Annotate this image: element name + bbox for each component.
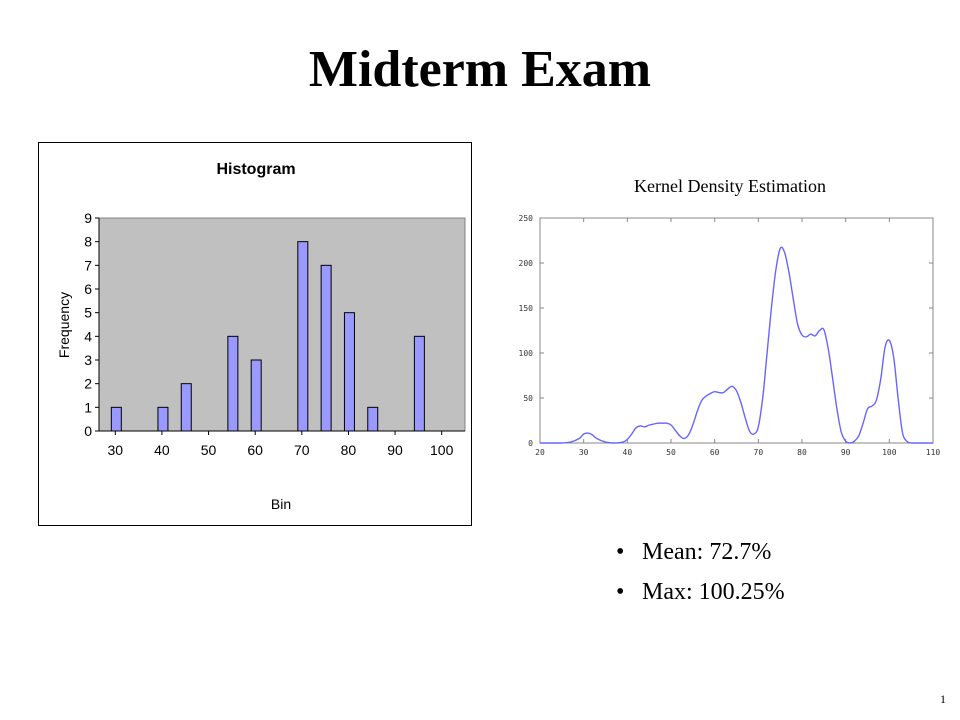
bullet-icon: • (616, 579, 625, 605)
histogram-x-label: Bin (271, 496, 291, 512)
histogram-title: Histogram (216, 161, 295, 178)
histogram-bar-40 (157, 406, 169, 432)
kde-density-line (540, 246, 933, 444)
stat-mean: • Mean: 72.7% (612, 536, 785, 576)
histogram-y-tick-label: 8 (84, 234, 92, 250)
histogram-y-label: Frequency (56, 292, 72, 358)
stat-max-label: Max: 100.25% (642, 579, 785, 605)
histogram-bar-70 (297, 241, 309, 432)
histogram-bar-55 (227, 335, 239, 432)
stat-mean-label: Mean: 72.7% (642, 539, 772, 565)
kde-chart-title: Kernel Density Estimation (634, 176, 826, 196)
histogram-x-tick-label: 60 (247, 442, 263, 458)
histogram-x-tick-label: 50 (201, 442, 217, 458)
histogram-x-tick-label: 30 (108, 442, 124, 458)
histogram-bar-60 (250, 359, 262, 432)
histogram-x-tick-label: 40 (154, 442, 170, 458)
kde-x-tick-label: 60 (710, 448, 720, 457)
histogram-bar-45 (180, 383, 192, 432)
kde-plot-frame (539, 217, 934, 444)
histogram-y-tick-label: 2 (84, 376, 92, 392)
histogram-y-tick-label: 1 (84, 399, 92, 415)
histogram-bar-80 (343, 312, 355, 432)
histogram-x-tick-label: 90 (387, 442, 403, 458)
histogram-bar-30 (110, 406, 122, 432)
kde-y-tick-label: 200 (519, 259, 534, 268)
stats-list: • Mean: 72.7% • Max: 100.25% (612, 536, 785, 616)
kde-x-tick-label: 70 (754, 448, 764, 457)
histogram-chart: Histogram 0 1 2 3 4 5 6 7 8 9 30 40 50 60 70 80 90 100 Bin F… (38, 142, 472, 526)
histogram-svg: Histogram 0 1 2 3 4 5 6 7 8 9 30 40 50 60 70 80 90 100 Bin F… (56, 161, 466, 512)
kde-x-tick-label: 100 (882, 448, 897, 457)
kde-chart: 0 50 100 150 200 250 20 30 40 50 60 70 80 90 100 110 (519, 214, 941, 457)
histogram-y-tick-label: 4 (84, 328, 92, 344)
kde-x-tick-label: 80 (797, 448, 807, 457)
kde-y-tick-label: 0 (528, 439, 533, 448)
histogram-plot-area (98, 217, 466, 432)
kde-x-tick-label: 90 (841, 448, 851, 457)
kde-x-tick-label: 30 (579, 448, 589, 457)
kde-x-tick-label: 110 (926, 448, 941, 457)
kde-x-tick-label: 50 (666, 448, 676, 457)
histogram-bar-95 (413, 335, 425, 432)
histogram-y-tick-label: 0 (84, 423, 92, 439)
kde-y-tick-label: 100 (519, 349, 534, 358)
histogram-bar-75 (320, 264, 332, 432)
kde-y-tick-label: 150 (519, 304, 534, 313)
histogram-x-tick-label: 100 (430, 442, 454, 458)
histogram-y-tick-label: 7 (84, 257, 92, 273)
bullet-icon: • (616, 539, 625, 565)
slide-title: Midterm Exam (308, 41, 652, 98)
histogram-y-tick-label: 3 (84, 352, 92, 368)
kde-y-tick-label: 250 (519, 214, 534, 223)
kde-x-tick-label: 40 (623, 448, 633, 457)
histogram-x-tick-label: 70 (294, 442, 310, 458)
histogram-y-tick-label: 9 (84, 210, 92, 226)
kde-y-tick-label: 50 (523, 394, 533, 403)
histogram-y-tick-label: 6 (84, 281, 92, 297)
kde-x-tick-label: 20 (535, 448, 545, 457)
histogram-y-tick-label: 5 (84, 305, 92, 321)
stat-max: • Max: 100.25% (612, 576, 785, 616)
slide-number: 1 (940, 692, 946, 706)
histogram-x-tick-label: 80 (341, 442, 357, 458)
histogram-bar-85 (367, 406, 379, 432)
